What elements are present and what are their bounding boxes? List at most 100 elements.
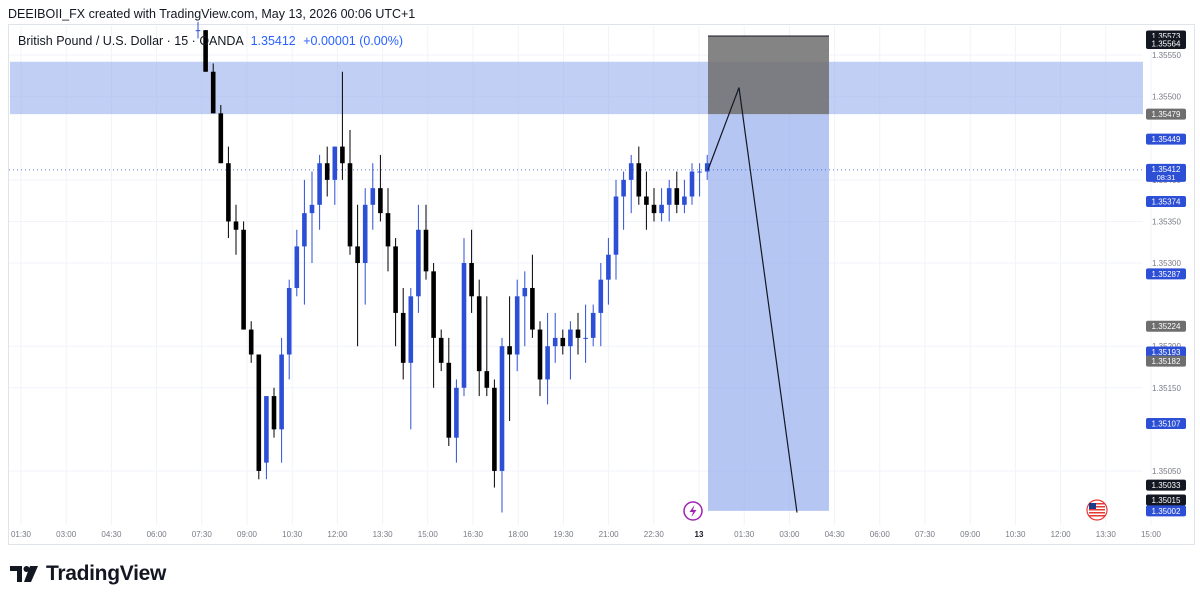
price-label: 1.35015: [1146, 494, 1186, 506]
x-tick-label: 01:30: [734, 530, 755, 539]
bear-candle: [347, 129, 353, 255]
us-flag-icon[interactable]: [1086, 499, 1108, 521]
price-label-bg: [1146, 494, 1186, 506]
candle-body: [545, 346, 550, 380]
bull-candle: [704, 154, 710, 180]
candle-body: [248, 329, 254, 355]
candle-body: [689, 171, 695, 197]
x-tick-label: 12:00: [1051, 530, 1072, 539]
bear-candle: [241, 221, 246, 330]
price-change: +0.00001 (0.00%): [303, 34, 403, 48]
candle-body: [704, 163, 710, 172]
bear-candle: [355, 204, 360, 347]
price-label-text: 1.35287: [1152, 270, 1181, 279]
candle-body: [575, 329, 581, 338]
x-tick-label: 13:30: [1096, 530, 1117, 539]
candle-body: [583, 337, 588, 339]
price-axis: 1.355501.355001.354001.353501.353001.352…: [1146, 30, 1186, 517]
price-label-bg: [1146, 505, 1186, 517]
y-tick-label: 1.35500: [1152, 93, 1181, 102]
x-tick-label: 10:30: [1005, 530, 1026, 539]
price-label-bg: [1146, 195, 1186, 207]
bull-candle: [606, 238, 611, 305]
bull-candle: [552, 312, 558, 363]
price-label-text: 1.35449: [1152, 135, 1181, 144]
flag-stripe: [1089, 506, 1105, 508]
bull-candle: [408, 287, 414, 430]
price-label-bg: [1146, 355, 1186, 367]
price-label-bg: [1146, 37, 1186, 49]
candle-body: [461, 263, 467, 388]
candle-body: [256, 354, 262, 471]
bear-candle: [560, 329, 566, 355]
candle-body: [697, 171, 702, 173]
candle-body: [408, 296, 414, 363]
x-tick-label: 01:30: [11, 530, 32, 539]
candle-body: [613, 196, 619, 255]
candle-body: [476, 296, 482, 372]
candle-body: [195, 30, 201, 32]
price-label-text: 1.35564: [1152, 39, 1181, 48]
candle-body: [309, 204, 315, 214]
bull-candle: [659, 188, 664, 222]
candle-body: [423, 229, 429, 272]
x-tick-label: 04:30: [825, 530, 846, 539]
x-tick-label: 13:30: [373, 530, 394, 539]
chart-icons: [683, 499, 1108, 521]
price-label-text: 1.35033: [1152, 481, 1181, 490]
price-label: 1.35033: [1146, 479, 1186, 491]
bear-candle: [537, 321, 543, 397]
candle-body: [537, 329, 543, 380]
flag-stripe: [1089, 515, 1105, 517]
candle-body: [210, 71, 216, 114]
bear-candle: [484, 296, 490, 397]
price-label: 1.35224: [1146, 320, 1186, 332]
x-tick-label: 15:00: [1141, 530, 1162, 539]
bull-candle: [666, 179, 672, 222]
bear-candle: [644, 171, 649, 230]
candle-body: [598, 279, 604, 313]
candle-body: [621, 179, 626, 197]
candle-body: [362, 204, 368, 264]
lightning-bolt: [689, 505, 697, 517]
bull-candle: [302, 179, 307, 305]
price-label-text: 1.35193: [1152, 348, 1181, 357]
candle-body: [590, 312, 596, 338]
x-tick-label: 18:00: [508, 530, 529, 539]
candle-body: [530, 287, 535, 330]
price-label-bg: [1146, 268, 1186, 280]
price-label: 1.35374: [1146, 195, 1186, 207]
x-tick-label: 04:30: [101, 530, 122, 539]
candle-body: [651, 204, 657, 214]
bull-candle: [689, 163, 695, 205]
price-label: 1.35193: [1146, 346, 1186, 358]
candle-body: [271, 396, 277, 430]
projection-line: [707, 87, 798, 513]
candle-body: [469, 263, 474, 297]
x-tick-label: 06:00: [870, 530, 891, 539]
price-label-bg: [1146, 418, 1186, 430]
bear-candle: [575, 312, 581, 355]
price-label: 1.35564: [1146, 37, 1186, 49]
bull-candle: [499, 337, 505, 513]
bull-candle: [461, 238, 467, 397]
bull-candle: [370, 163, 376, 230]
candle-body: [317, 163, 322, 205]
candle-body: [332, 146, 338, 180]
bear-candle: [674, 171, 680, 214]
lightning-icon[interactable]: [683, 501, 703, 521]
price-label-text: 1.35374: [1152, 197, 1181, 206]
bear-candle: [248, 321, 254, 363]
candle-body: [568, 329, 573, 347]
candle-body: [286, 287, 292, 355]
candle-body: [233, 221, 239, 230]
bull-candle: [522, 271, 528, 347]
bear-candle: [233, 204, 239, 255]
x-tick-label: 09:00: [237, 530, 258, 539]
footer-branding: TradingView: [10, 560, 166, 588]
bear-candle: [446, 337, 452, 446]
candle-body: [659, 204, 664, 214]
price-label-text: 1.35002: [1152, 507, 1181, 516]
y-tick-label: 1.35050: [1152, 467, 1181, 476]
